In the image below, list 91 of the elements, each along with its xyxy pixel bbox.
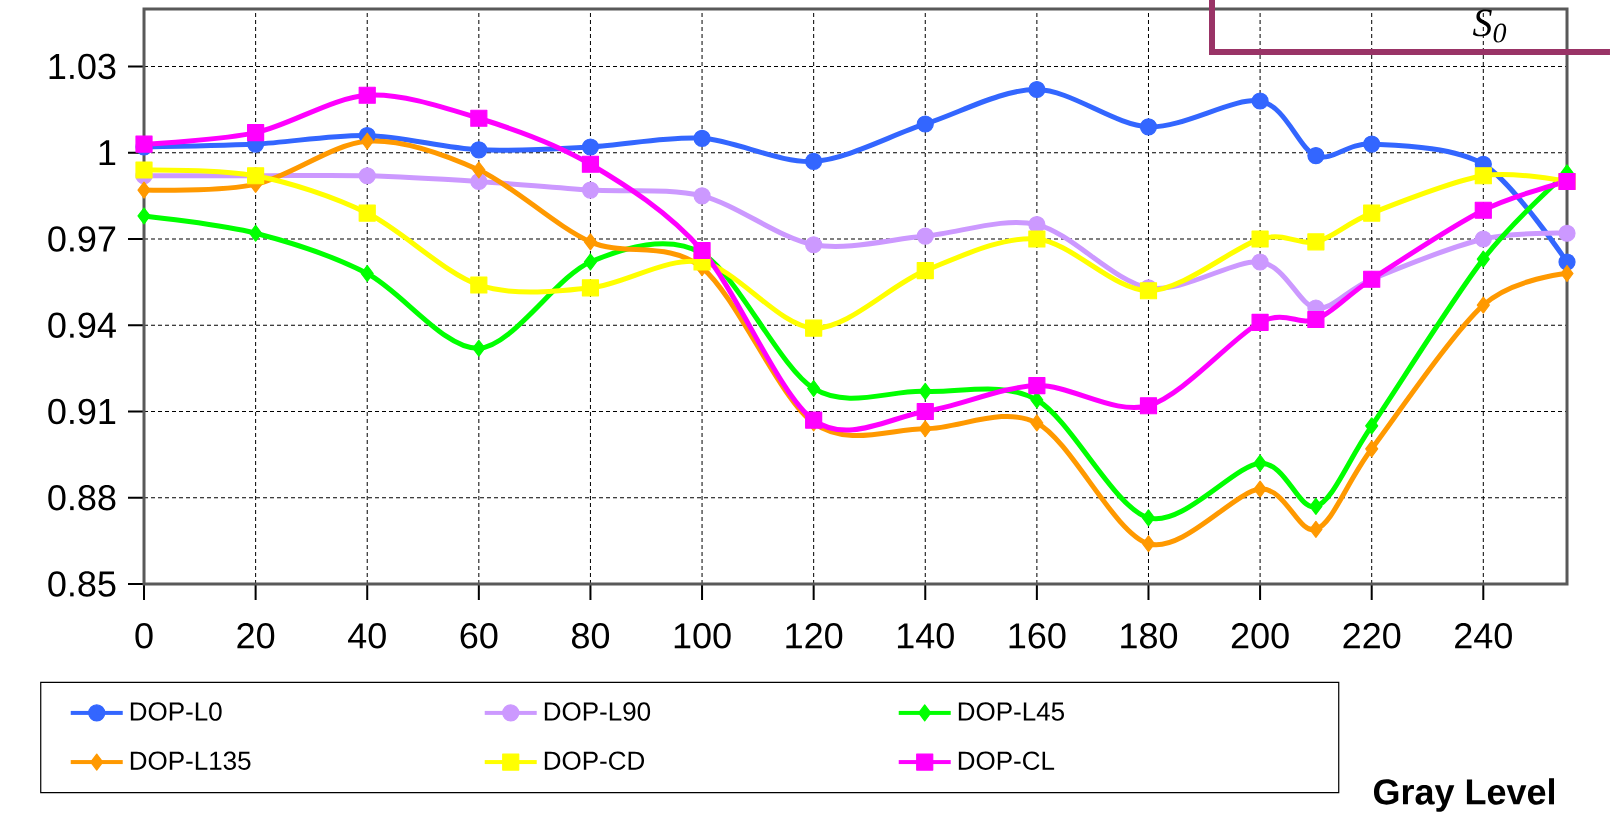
x-tick-label: 0 [135,623,153,649]
legend-label: DOP-L90 [544,702,651,721]
point [1028,80,1046,99]
point [1251,253,1269,271]
point [137,181,151,199]
x-tick-label: 40 [348,623,386,649]
point [247,124,265,142]
point [1030,414,1044,432]
point [472,339,486,357]
point [1251,230,1269,248]
y-tick-label: 0.85 [48,571,116,597]
y-tick-label: 0.88 [48,484,116,511]
point [1309,520,1323,538]
point [1309,497,1323,515]
point [1028,230,1046,248]
point [805,236,823,254]
x-axis-title: Gray Level [1373,778,1555,812]
point [1139,118,1158,136]
point [470,109,488,127]
point [1141,535,1156,553]
point [916,262,934,280]
point [581,138,600,156]
y-tick-label: 1 [99,140,116,166]
y-tick-label: 0.91 [48,398,116,425]
point [1028,377,1046,395]
point [583,233,598,251]
x-tick-label: 80 [571,623,610,649]
x-tick-label: 180 [1121,623,1178,649]
point [470,276,488,294]
point [1476,250,1490,268]
point [1474,201,1492,219]
legend-label: DOP-CL [958,751,1055,770]
point [916,227,934,245]
point [472,161,486,179]
point [916,402,934,421]
point [1474,167,1492,185]
point [1253,454,1267,472]
x-tick-label: 220 [1343,623,1401,649]
point [693,187,711,205]
point [1558,224,1576,242]
legend-label: DOP-L0 [130,702,222,721]
x-tick-label: 200 [1231,623,1289,649]
x-tick-label: 160 [1009,623,1066,649]
x-tick-label: 240 [1455,623,1512,649]
point [581,155,600,173]
x-tick-label: 140 [897,623,954,649]
point [358,167,376,185]
point [1251,92,1269,110]
point [1476,296,1490,314]
x-tick-label: 20 [237,623,275,649]
point [693,129,711,147]
point [581,279,600,297]
point [470,141,488,159]
legend-label: DOP-CD [544,751,645,770]
point [1363,135,1381,153]
x-tick-label: 60 [460,623,498,649]
x-tick-label: 100 [674,623,731,649]
point [805,152,823,170]
annotation: S$_{0}$ [1472,9,1507,43]
point [1307,147,1325,165]
point [358,86,376,104]
point [1139,397,1158,415]
point [137,207,151,225]
x-tick-label: 120 [786,623,843,649]
point [135,161,153,179]
point [358,204,376,222]
point [1365,440,1379,458]
point [1307,233,1325,251]
legend-label: DOP-L45 [958,702,1064,721]
point [1251,313,1269,331]
point [583,253,598,271]
y-tick-label: 0.94 [48,312,116,338]
point [805,319,823,337]
y-tick-label: 1.03 [49,53,116,80]
y-tick-label: 0.97 [48,226,116,252]
point [918,382,932,400]
point [360,132,374,150]
legend-label: DOP-L135 [130,751,251,770]
point [1365,417,1379,435]
point [1474,230,1492,248]
point [1253,480,1267,498]
point [249,224,263,242]
point [360,264,374,283]
point [916,115,934,133]
point [807,379,821,398]
point [581,181,600,199]
point [1307,310,1325,329]
point [1560,264,1574,283]
point [1363,204,1381,222]
point [1141,509,1156,527]
point [918,420,932,438]
